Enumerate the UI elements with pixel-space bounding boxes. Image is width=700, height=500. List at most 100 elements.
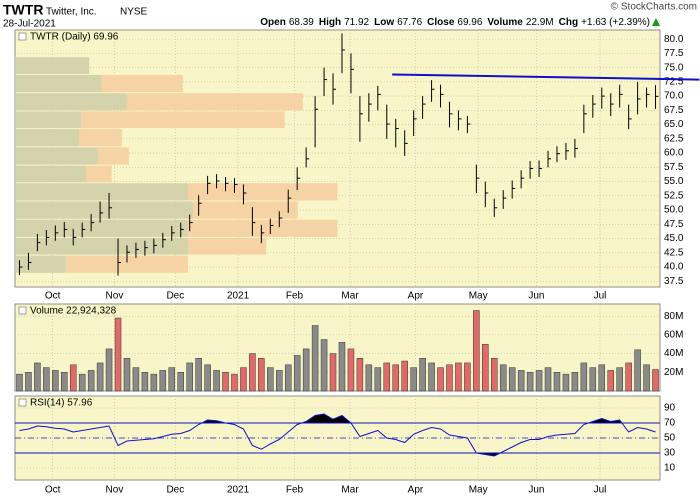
volume-by-price-down xyxy=(187,237,267,255)
volume-bar xyxy=(132,367,140,392)
volume-by-price-up xyxy=(15,201,194,219)
volume-bar xyxy=(204,364,211,392)
volume-bar xyxy=(293,355,301,392)
volume-bar xyxy=(455,362,462,392)
volume-bar xyxy=(213,370,220,392)
y-tick-label: 57.5 xyxy=(664,162,684,173)
volume-bar xyxy=(446,364,453,392)
volume-by-price-up xyxy=(15,219,188,237)
x-tick-label: Mar xyxy=(341,291,359,302)
company: Twitter, Inc. xyxy=(46,7,97,18)
y-tick-label: 77.5 xyxy=(664,48,684,59)
trendline xyxy=(392,73,700,81)
y-tick-label: 40.0 xyxy=(664,262,684,273)
quote-label: Chg xyxy=(559,17,578,28)
volume-bar xyxy=(105,348,113,392)
volume-bar xyxy=(553,372,561,392)
volume-bar xyxy=(123,358,131,392)
volume-by-price-up xyxy=(15,183,188,201)
volume-bar xyxy=(392,364,399,392)
y-tick-label: 65.0 xyxy=(664,119,684,130)
volume-by-price-down xyxy=(79,129,122,147)
volume-bar xyxy=(571,372,579,392)
x-tick-label: Jul xyxy=(594,291,607,302)
volume-bar xyxy=(159,370,167,392)
volume-bar xyxy=(141,372,149,392)
volume-bar xyxy=(240,367,247,392)
volume-bar xyxy=(374,367,382,392)
y-tick-label: 50.0 xyxy=(664,205,684,216)
volume-bar xyxy=(652,369,659,392)
volume-bar xyxy=(96,362,104,392)
volume-by-price-down xyxy=(126,93,303,111)
volume-bar xyxy=(16,373,23,392)
y-tick-label: 52.5 xyxy=(664,190,684,201)
y-tick-label: 10 xyxy=(664,463,676,474)
volume-bar xyxy=(598,364,606,392)
x-tick-label: Jul xyxy=(594,485,607,496)
rsi-oversold-fill xyxy=(19,453,656,456)
symbol: TWTR xyxy=(3,2,43,18)
volume-bar xyxy=(482,343,489,392)
volume-by-price-up xyxy=(15,237,188,255)
volume-bar xyxy=(499,364,507,392)
volume-bar xyxy=(311,325,319,392)
quote-value: 67.76 xyxy=(397,17,422,28)
volume-bar xyxy=(249,353,256,392)
panel-legend: TWTR (Daily) 69.96 xyxy=(30,32,119,43)
volume-bar xyxy=(195,358,202,392)
volume-by-price-up xyxy=(15,129,80,147)
volume-bar xyxy=(607,370,614,392)
x-tick-label: Oct xyxy=(45,291,61,302)
volume-bar xyxy=(491,358,498,392)
volume-bar xyxy=(320,339,328,392)
x-tick-label: May xyxy=(469,485,488,496)
x-tick-label: Dec xyxy=(166,485,184,496)
y-tick-label: 70 xyxy=(664,418,676,429)
x-tick-label: Oct xyxy=(45,485,61,496)
y-tick-label: 45.0 xyxy=(664,233,684,244)
x-tick-label: 2021 xyxy=(227,485,250,496)
volume-by-price-up xyxy=(15,147,99,165)
volume-by-price-down xyxy=(193,201,298,219)
date: 28-Jul-2021 xyxy=(3,19,56,30)
panel-legend: RSI(14) 57.96 xyxy=(30,398,93,409)
y-tick-label: 55.0 xyxy=(664,176,684,187)
volume-by-price-up xyxy=(15,93,127,111)
y-tick-label: 72.5 xyxy=(664,76,684,87)
volume-bar xyxy=(347,348,355,392)
volume-by-price-up xyxy=(15,57,90,74)
volume-bar xyxy=(517,370,525,392)
volume-bar xyxy=(589,367,597,392)
volume-bar xyxy=(526,372,534,392)
x-tick-label: Feb xyxy=(286,291,304,302)
x-tick-label: Apr xyxy=(408,485,424,496)
quote-value: 68.39 xyxy=(289,17,314,28)
rsi-line xyxy=(19,413,656,457)
quote-label: Close xyxy=(427,17,455,28)
legend-icon xyxy=(18,306,27,315)
y-tick-label: 90 xyxy=(664,403,676,414)
volume-bar xyxy=(302,348,310,392)
volume-bar xyxy=(267,367,274,392)
volume-bar xyxy=(52,370,59,392)
volume-by-price-down xyxy=(187,219,338,237)
volume-by-price-up xyxy=(15,111,82,129)
volume-by-price-down xyxy=(65,255,188,273)
volume-bar xyxy=(329,353,337,392)
y-tick-label: 20M xyxy=(664,367,683,378)
volume-bar xyxy=(222,372,229,392)
x-tick-label: Apr xyxy=(408,291,424,302)
y-tick-label: 80M xyxy=(664,311,683,322)
x-tick-label: 2021 xyxy=(227,291,250,302)
volume-by-price-up xyxy=(15,255,66,273)
volume-bar xyxy=(168,367,176,392)
volume-bar xyxy=(562,373,570,392)
y-tick-label: 60.0 xyxy=(664,148,684,159)
volume-by-price-up xyxy=(15,165,87,183)
volume-bar xyxy=(34,362,41,392)
y-tick-label: 30 xyxy=(664,448,676,459)
rsi-overbought-fill xyxy=(19,414,656,423)
